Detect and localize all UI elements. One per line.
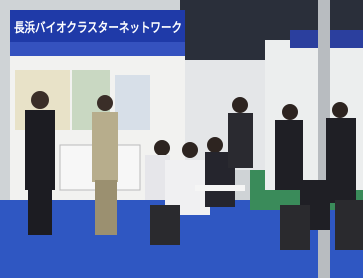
chair [150,205,180,245]
chair [280,205,310,250]
photo: 長浜バイオクラスターネットワーク [0,0,363,278]
banner-title: 長浜バイオクラスターネットワーク [14,20,182,36]
chair [335,200,363,250]
poster [115,75,150,130]
table [195,185,245,191]
sub-banner [10,42,185,56]
